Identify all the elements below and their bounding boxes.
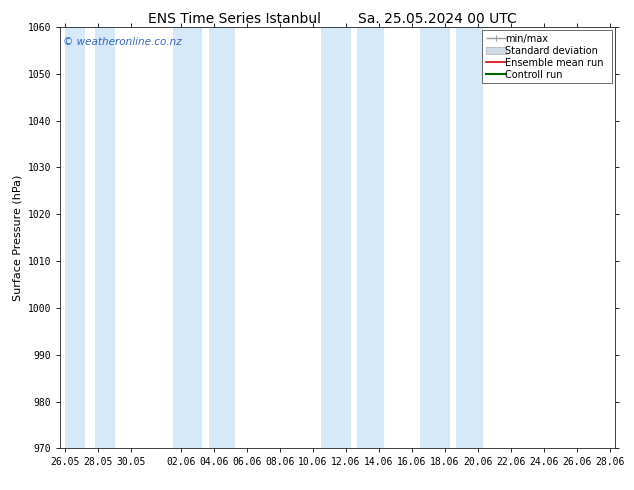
Text: ENS Time Series Istanbul: ENS Time Series Istanbul [148,12,321,26]
Bar [358,27,384,448]
Text: Sa. 25.05.2024 00 UTC: Sa. 25.05.2024 00 UTC [358,12,517,26]
Bar [65,27,85,448]
Bar [321,27,351,448]
Bar [209,27,235,448]
Bar [456,27,483,448]
Text: © weatheronline.co.nz: © weatheronline.co.nz [63,38,182,48]
Legend: min/max, Standard deviation, Ensemble mean run, Controll run: min/max, Standard deviation, Ensemble me… [482,30,612,83]
Bar [172,27,202,448]
Bar [420,27,450,448]
Y-axis label: Surface Pressure (hPa): Surface Pressure (hPa) [12,174,22,301]
Bar [95,27,115,448]
